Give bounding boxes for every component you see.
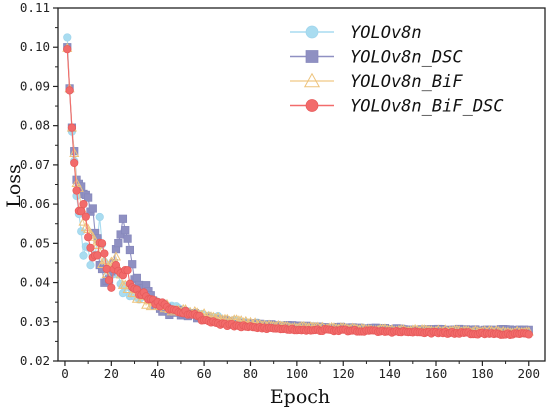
data-point [78,216,89,226]
data-point [524,330,533,339]
data-point [77,227,86,236]
data-point [88,204,97,213]
legend-label: YOLOv8n_DSC [350,48,463,68]
data-point [123,266,132,275]
x-tick-label: 160 [425,366,448,381]
x-tick-label: 80 [243,366,258,381]
legend-item: YOLOv8n_BiF_DSC [290,97,504,117]
data-point [100,249,109,258]
legend-item: YOLOv8n [290,23,422,43]
series-layer [62,33,534,339]
x-tick-label: 100 [286,366,309,381]
x-tick-label: 140 [378,366,401,381]
x-tick-label: 0 [61,366,69,381]
y-tick-label: 0.11 [20,0,50,15]
y-axis-title: Loss [3,164,25,208]
data-point [72,186,81,195]
data-point [107,283,116,292]
data-point [77,207,86,216]
data-point [132,273,141,283]
series-yolov8n-bif-dsc [63,45,533,339]
data-point [305,50,319,63]
data-point [97,239,107,248]
data-point [102,264,111,273]
data-point [123,234,132,243]
x-tick-label: 60 [197,366,212,381]
data-point [118,214,128,223]
y-tick-label: 0.03 [20,314,50,329]
data-point [79,199,88,209]
y-tick-label: 0.04 [20,275,50,290]
data-point [80,222,91,232]
legend-label: YOLOv8n [350,23,422,43]
legend-label: YOLOv8n_BiF_DSC [350,97,504,117]
data-point [114,239,123,248]
data-point [86,243,95,252]
data-point [93,251,102,260]
legend: YOLOv8n YOLOv8n_DSC YOLOv8n_BiF YOLOv8n_BiF… [290,23,504,117]
legend-item: YOLOv8n_BiF [290,72,463,92]
data-point [303,72,321,88]
y-tick-label: 0.07 [20,157,50,172]
x-tick-label: 20 [104,366,119,381]
data-point [99,254,110,265]
y-tick-label: 0.02 [20,353,50,368]
data-point [95,212,104,222]
data-point [67,123,77,132]
y-tick-label: 0.08 [20,118,50,133]
data-point [305,99,319,112]
data-point [84,193,93,202]
x-tick-label: 120 [332,366,355,381]
data-point [125,245,134,255]
data-point [65,86,74,95]
data-point [63,33,72,42]
legend-label: YOLOv8n_BiF [350,72,463,92]
axes: 0 20 40 60 80 100 120 140 160 180 200 0.02 0.03 0.04 0… [20,0,546,381]
data-point [70,158,79,168]
data-point [305,25,319,39]
data-point [81,212,90,221]
data-point [63,45,72,54]
y-tick-label: 0.05 [20,235,50,250]
data-point [110,251,122,261]
y-tick-label: 0.10 [20,39,50,54]
x-tick-label: 180 [471,366,494,381]
x-tick-label: 200 [517,366,540,381]
data-point [121,226,130,235]
data-point [104,276,114,285]
data-point [118,289,128,298]
x-tick-label: 40 [150,366,165,381]
data-point [79,251,88,260]
data-point [84,233,93,242]
data-point [116,230,125,239]
x-axis-title: Epoch [270,386,330,408]
plot-frame [57,7,546,362]
y-tick-label: 0.09 [20,78,50,93]
data-point [128,260,137,269]
data-point [86,261,95,270]
y-tick-label: 0.06 [20,196,50,211]
data-point [83,223,94,233]
legend-item: YOLOv8n_DSC [290,48,463,68]
